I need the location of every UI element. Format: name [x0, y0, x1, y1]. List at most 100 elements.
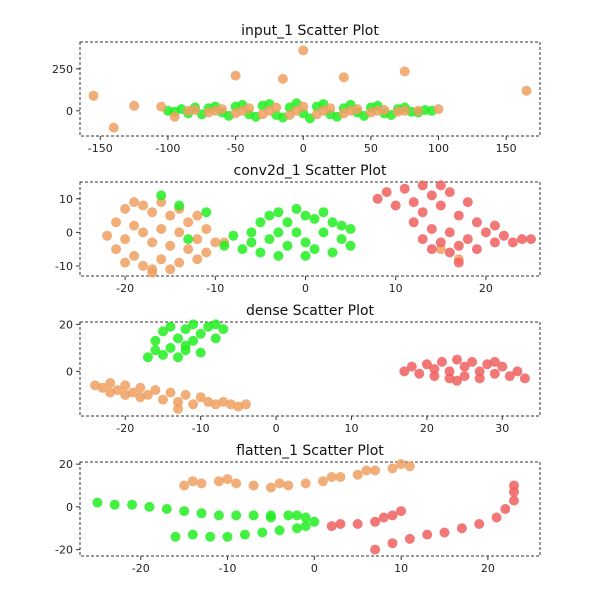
- data-point: [102, 230, 113, 241]
- data-point: [210, 319, 221, 330]
- data-point: [138, 200, 149, 211]
- panel-2: conv2d_1 Scatter Plot -20 -10 0 10 20 -10 0 10: [55, 163, 541, 295]
- data-point: [165, 264, 176, 275]
- x-tick-label: -10: [219, 562, 237, 575]
- x-tick-label: 0: [311, 562, 318, 575]
- data-point: [459, 371, 470, 382]
- data-point: [292, 510, 302, 521]
- data-point: [352, 519, 363, 529]
- data-point: [381, 187, 392, 198]
- panel-4: flatten_1 Scatter Plot -20 -10 0 10 20 -20 0 20: [55, 443, 541, 575]
- data-point: [183, 234, 194, 245]
- data-point: [127, 499, 138, 510]
- data-point: [210, 399, 221, 410]
- data-point: [165, 210, 176, 221]
- data-point: [225, 399, 236, 410]
- data-point: [120, 234, 131, 245]
- x-tick-label: 20: [481, 562, 495, 575]
- series-3: [326, 480, 519, 555]
- data-point: [111, 217, 122, 228]
- data-point: [456, 523, 467, 534]
- data-point: [161, 504, 172, 514]
- data-point: [147, 207, 158, 218]
- data-point: [120, 389, 131, 400]
- data-point: [459, 361, 470, 372]
- data-point: [274, 478, 285, 489]
- data-point: [231, 478, 242, 489]
- data-point: [471, 217, 482, 228]
- y-tick-label: 0: [66, 365, 73, 378]
- data-point: [105, 387, 116, 398]
- x-tick-label: 20: [420, 422, 434, 435]
- x-tick-label: -100: [155, 142, 180, 155]
- data-point: [462, 234, 473, 245]
- data-point: [370, 516, 381, 527]
- data-point: [150, 385, 161, 396]
- data-point: [521, 85, 532, 96]
- data-point: [370, 544, 381, 555]
- data-point: [422, 529, 433, 540]
- data-point: [147, 267, 158, 278]
- data-point: [452, 375, 462, 386]
- data-point: [512, 366, 523, 377]
- data-point: [489, 220, 500, 231]
- data-point: [142, 352, 153, 363]
- data-point: [165, 240, 176, 251]
- data-point: [300, 478, 311, 489]
- data-point: [291, 227, 302, 238]
- chart-title: dense Scatter Plot: [246, 303, 375, 319]
- data-point: [408, 217, 419, 228]
- data-point: [142, 389, 153, 400]
- data-point: [526, 234, 536, 245]
- data-point: [180, 389, 191, 400]
- x-tick-label: 10: [344, 422, 358, 435]
- x-tick-label: 10: [389, 282, 403, 295]
- data-point: [429, 371, 440, 382]
- data-point: [435, 200, 446, 211]
- x-tick-label: -150: [88, 142, 113, 155]
- data-point: [421, 359, 432, 370]
- data-point: [291, 203, 302, 214]
- y-tick-label: 10: [59, 193, 73, 206]
- data-point: [327, 247, 338, 258]
- data-point: [387, 463, 398, 474]
- data-point: [417, 180, 428, 191]
- data-point: [183, 244, 194, 255]
- data-point: [173, 396, 183, 407]
- data-point: [335, 519, 346, 529]
- data-point: [147, 237, 158, 248]
- y-tick-label: 0: [66, 105, 73, 118]
- data-point: [326, 472, 337, 482]
- plot-frame: [79, 461, 541, 557]
- data-point: [413, 105, 424, 116]
- data-point: [408, 197, 419, 208]
- data-point: [404, 533, 415, 544]
- data-point: [165, 342, 176, 353]
- data-point: [173, 352, 183, 363]
- data-point: [192, 254, 203, 265]
- data-point: [462, 197, 473, 208]
- data-point: [417, 234, 428, 245]
- data-point: [372, 105, 383, 116]
- data-point: [179, 480, 190, 491]
- data-point: [277, 73, 288, 84]
- y-tick-label: -10: [55, 260, 73, 273]
- data-point: [452, 354, 462, 365]
- x-tick-label: -20: [116, 422, 134, 435]
- data-point: [201, 247, 212, 258]
- data-point: [158, 326, 168, 337]
- data-point: [88, 90, 99, 101]
- data-point: [283, 480, 294, 491]
- series-1: [142, 319, 229, 363]
- data-point: [129, 100, 140, 111]
- x-tick-label: -10: [206, 282, 224, 295]
- data-point: [489, 237, 500, 248]
- data-point: [361, 465, 372, 476]
- data-point: [387, 510, 398, 521]
- data-point: [390, 200, 401, 211]
- series-2: [156, 190, 356, 261]
- data-point: [519, 373, 530, 384]
- data-point: [273, 227, 284, 238]
- panel-3: dense Scatter Plot -20 -10 0 10 20 30 0 20: [59, 303, 541, 435]
